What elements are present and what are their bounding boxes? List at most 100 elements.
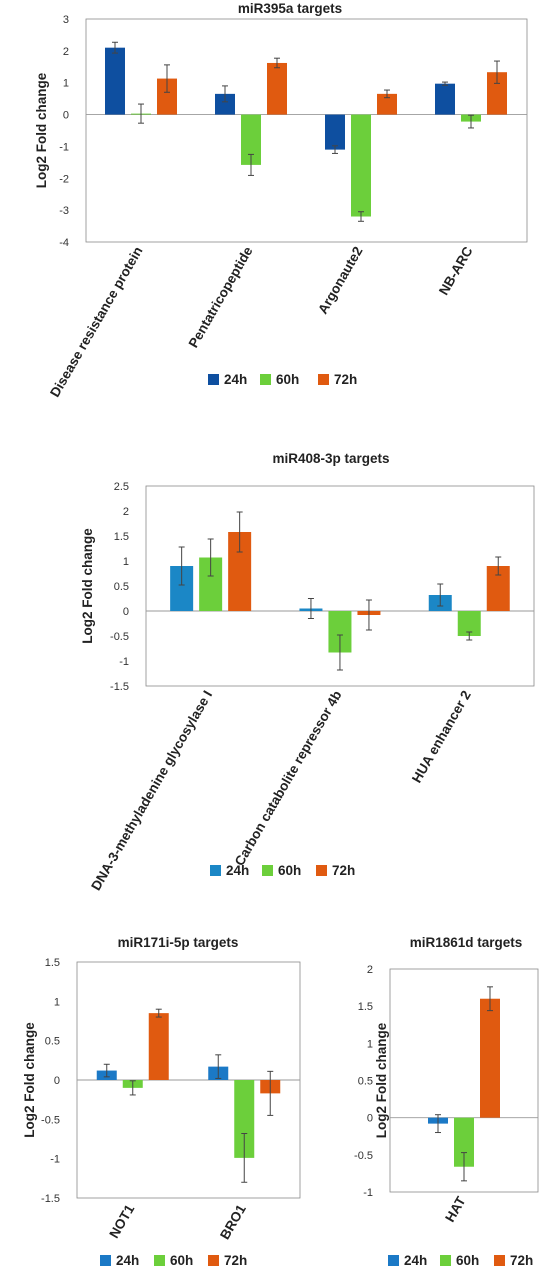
legend-label: 72h bbox=[224, 1253, 247, 1268]
error-bar bbox=[435, 1114, 441, 1134]
error-bar bbox=[274, 57, 280, 69]
legend-swatch-60h bbox=[262, 865, 273, 876]
bar-72h-1 bbox=[148, 1013, 169, 1080]
y-tick-label: 0 bbox=[54, 1075, 60, 1087]
y-axis-label: Log2 Fold change bbox=[374, 1022, 389, 1138]
y-tick-label: 0 bbox=[123, 606, 129, 618]
chart-title: miR395a targets bbox=[238, 1, 342, 16]
legend-label: 72h bbox=[510, 1253, 533, 1268]
bar-72h-1 bbox=[228, 532, 252, 611]
legend-swatch-24h bbox=[100, 1255, 111, 1266]
bar-72h-4 bbox=[487, 72, 507, 115]
x-category-label: HAT bbox=[442, 1193, 469, 1224]
x-category-label: Disease resistance protein bbox=[47, 244, 146, 400]
y-tick-label: 1.5 bbox=[45, 957, 60, 969]
legend-swatch-24h bbox=[210, 865, 221, 876]
plot-area-frame bbox=[389, 968, 539, 1193]
y-tick-label: 3 bbox=[63, 14, 69, 26]
error-bar bbox=[442, 81, 448, 86]
y-tick-label: 0.5 bbox=[45, 1036, 60, 1048]
y-tick-label: 0 bbox=[367, 1113, 373, 1125]
error-bar bbox=[164, 64, 170, 93]
bar-60h-3 bbox=[351, 114, 371, 217]
legend-label: 72h bbox=[332, 863, 355, 878]
error-bar bbox=[267, 1070, 274, 1116]
error-bar bbox=[358, 211, 364, 222]
y-tick-label: 0 bbox=[63, 110, 69, 122]
error-bar bbox=[468, 114, 474, 129]
bar-24h-1 bbox=[105, 47, 125, 115]
legend-label: 24h bbox=[404, 1253, 427, 1268]
error-bar bbox=[248, 153, 254, 176]
error-bar bbox=[215, 1054, 222, 1079]
bar-72h-1 bbox=[157, 78, 177, 115]
error-bar bbox=[222, 85, 228, 103]
bar-72h-1 bbox=[480, 998, 500, 1118]
y-tick-label: -4 bbox=[59, 237, 69, 249]
legend-label: 60h bbox=[170, 1253, 193, 1268]
y-tick-label: 1 bbox=[367, 1038, 373, 1050]
x-category-label: Argonaute2 bbox=[315, 244, 365, 316]
legend-label: 72h bbox=[334, 372, 357, 387]
chart-4: miR1861d targets 2 1.5 1 0.5 0 -0.5 -1 Log2 Fold… bbox=[354, 935, 539, 1268]
y-tick-label: 1 bbox=[63, 78, 69, 90]
chart-1: miR395a targets 3 2 1 0 -1 -2 -3 -4 Log2 Fold cha… bbox=[34, 1, 528, 400]
y-tick-label: -1 bbox=[50, 1154, 60, 1166]
bar-60h-3 bbox=[457, 611, 481, 636]
x-category-label: Pentatricopeptide bbox=[186, 244, 256, 351]
bar-72h-2 bbox=[267, 62, 287, 115]
chart-title: miR408-3p targets bbox=[272, 451, 389, 466]
x-category-label: BRO1 bbox=[217, 1202, 249, 1242]
chart-title: miR1861d targets bbox=[410, 935, 523, 950]
x-category-label: NOT1 bbox=[106, 1202, 137, 1241]
error-bar bbox=[461, 1152, 467, 1182]
y-tick-label: -0.5 bbox=[354, 1150, 373, 1162]
error-bar bbox=[103, 1063, 110, 1078]
y-axis-label: Log2 Fold change bbox=[80, 528, 95, 644]
legend-label: 60h bbox=[456, 1253, 479, 1268]
bar-60h-1 bbox=[454, 1117, 474, 1167]
legend-swatch-72h bbox=[494, 1255, 505, 1266]
error-bar bbox=[241, 1132, 248, 1183]
error-bar bbox=[138, 103, 144, 124]
error-bar bbox=[129, 1080, 136, 1096]
error-bar bbox=[365, 599, 372, 631]
error-bar bbox=[112, 41, 118, 54]
chart-3: miR171i-5p targets 1.5 1 0.5 0 -0.5 -1 -1.5 Log2… bbox=[22, 935, 301, 1268]
x-category-label: HUA enhancer 2 bbox=[409, 688, 474, 785]
legend-label: 60h bbox=[276, 372, 299, 387]
bar-60h-1 bbox=[199, 557, 223, 611]
error-bar bbox=[466, 631, 473, 641]
error-bar bbox=[487, 986, 493, 1012]
x-category-label: Carbon catabolite repressor 4b bbox=[232, 688, 345, 868]
y-tick-label: -0.5 bbox=[110, 631, 129, 643]
legend-swatch-24h bbox=[208, 374, 219, 385]
x-category-label: DNA-3-methyladenine glycosylase I bbox=[88, 688, 215, 893]
y-tick-label: 1 bbox=[123, 556, 129, 568]
bar-60h-2 bbox=[241, 114, 261, 165]
y-tick-label: 1 bbox=[54, 996, 60, 1008]
y-tick-label: 2 bbox=[123, 506, 129, 518]
legend-label: 24h bbox=[226, 863, 249, 878]
x-category-label: NB-ARC bbox=[436, 244, 476, 298]
legend-label: 24h bbox=[116, 1253, 139, 1268]
legend-label: 24h bbox=[224, 372, 247, 387]
y-tick-label: -2 bbox=[59, 173, 69, 185]
y-axis-label: Log2 Fold change bbox=[22, 1022, 37, 1138]
error-bar bbox=[332, 145, 338, 154]
y-axis-label: Log2 Fold change bbox=[34, 72, 49, 188]
bar-60h-2 bbox=[234, 1080, 255, 1158]
legend-swatch-60h bbox=[154, 1255, 165, 1266]
legend-swatch-60h bbox=[440, 1255, 451, 1266]
chart-title: miR171i-5p targets bbox=[118, 935, 239, 950]
error-bar bbox=[155, 1008, 162, 1018]
legend-swatch-72h bbox=[208, 1255, 219, 1266]
y-tick-label: 0.5 bbox=[358, 1076, 373, 1088]
plot-area-frame bbox=[145, 485, 535, 687]
bar-72h-3 bbox=[486, 566, 510, 611]
error-bar bbox=[495, 556, 502, 576]
error-bar bbox=[307, 598, 314, 619]
y-tick-label: 1.5 bbox=[114, 531, 129, 543]
error-bar bbox=[178, 546, 185, 586]
